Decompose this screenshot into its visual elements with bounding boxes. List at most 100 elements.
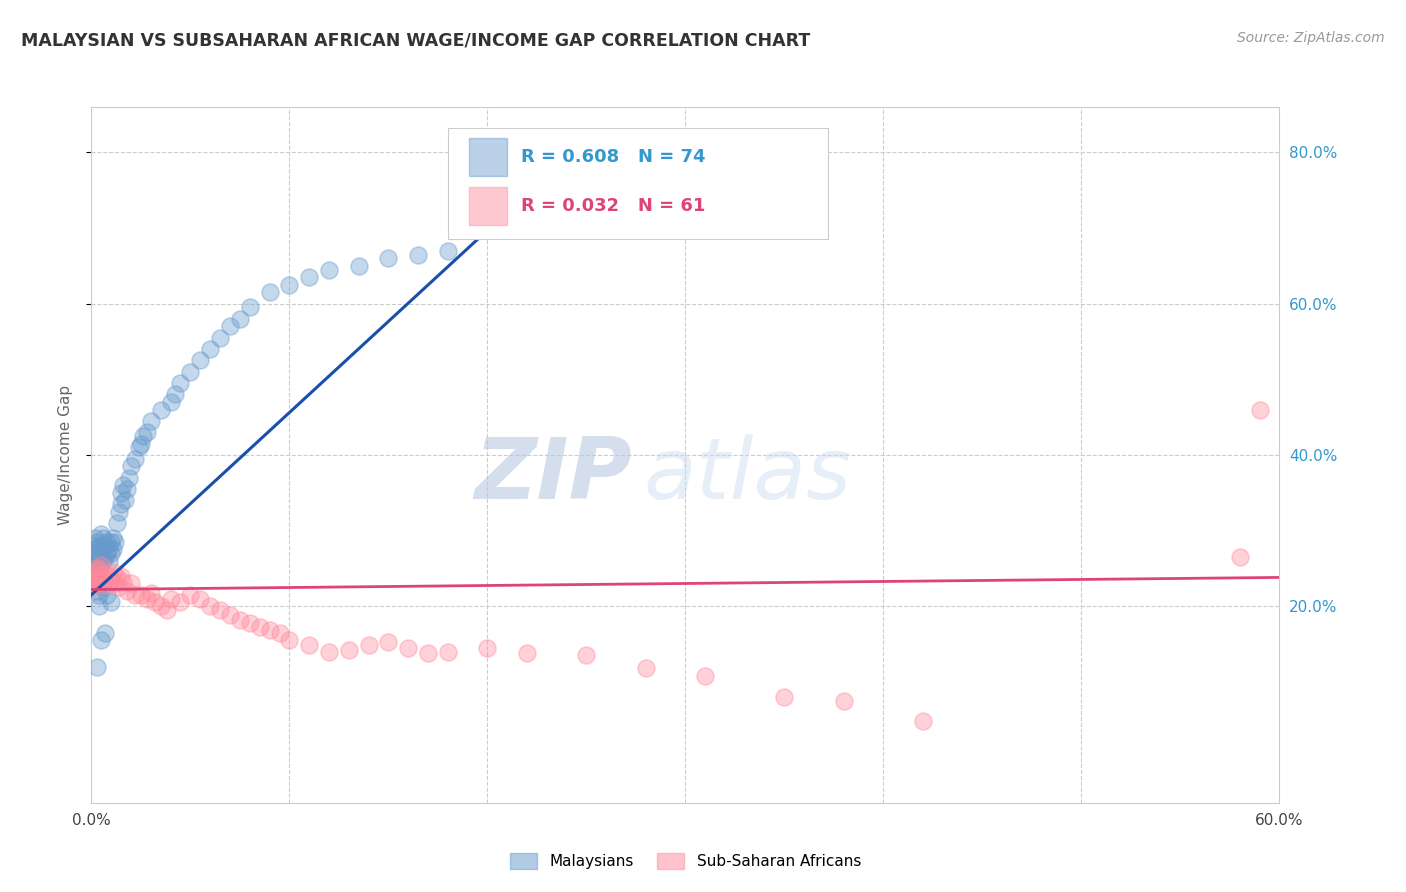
Point	[90, 633, 112, 648]
Point	[110, 485, 132, 500]
Point	[120, 459, 142, 474]
Point	[298, 639, 321, 653]
Point	[110, 497, 132, 511]
Point	[169, 595, 191, 609]
Point	[229, 311, 252, 326]
Point	[337, 643, 360, 657]
Point	[129, 588, 152, 602]
Point	[163, 387, 186, 401]
Point	[101, 565, 124, 579]
Point	[98, 542, 121, 557]
Point	[89, 574, 111, 589]
Point	[90, 542, 112, 557]
Point	[100, 595, 122, 609]
Point	[169, 376, 191, 390]
Point	[259, 624, 281, 638]
Point	[112, 478, 135, 492]
Point	[98, 554, 121, 568]
Point	[179, 365, 201, 379]
Point	[406, 247, 429, 261]
Point	[90, 558, 112, 572]
Point	[318, 644, 340, 658]
Point	[96, 546, 118, 560]
Point	[84, 558, 107, 572]
Point	[105, 516, 128, 530]
Point	[159, 591, 181, 606]
Point	[96, 578, 118, 592]
Point	[104, 576, 127, 591]
Point	[86, 561, 108, 575]
Point	[96, 534, 118, 549]
Point	[94, 625, 117, 640]
Point	[278, 633, 301, 648]
Point	[298, 270, 321, 285]
FancyBboxPatch shape	[447, 128, 828, 239]
Text: Source: ZipAtlas.com: Source: ZipAtlas.com	[1237, 31, 1385, 45]
Point	[436, 244, 458, 258]
Point	[89, 563, 111, 577]
Point	[84, 542, 107, 557]
Text: ZIP: ZIP	[474, 434, 631, 517]
Point	[135, 425, 157, 440]
Text: R = 0.032   N = 61: R = 0.032 N = 61	[522, 197, 706, 215]
Point	[82, 554, 104, 568]
Point	[377, 252, 399, 266]
Point	[1229, 549, 1251, 564]
Bar	[470, 186, 508, 225]
Point	[278, 277, 301, 292]
Point	[84, 576, 107, 591]
Point	[124, 588, 146, 602]
Point	[110, 569, 132, 583]
Point	[118, 470, 141, 484]
Point	[100, 573, 122, 587]
Point	[82, 569, 104, 583]
Point	[357, 639, 380, 653]
Point	[90, 570, 112, 584]
Point	[128, 441, 150, 455]
Point	[396, 640, 419, 655]
Point	[86, 659, 108, 673]
Point	[86, 534, 108, 549]
Point	[124, 451, 146, 466]
Point	[143, 595, 166, 609]
Point	[86, 546, 108, 560]
Point	[94, 539, 117, 553]
Point	[86, 573, 108, 587]
Point	[695, 669, 717, 683]
Point	[634, 661, 657, 675]
Point	[149, 402, 172, 417]
Point	[129, 436, 152, 450]
Point	[90, 527, 112, 541]
Point	[416, 646, 439, 660]
Point	[108, 505, 131, 519]
Point	[139, 414, 162, 428]
Point	[105, 570, 128, 584]
Point	[188, 591, 211, 606]
Point	[101, 542, 124, 557]
Point	[89, 561, 111, 575]
Point	[832, 694, 855, 708]
Point	[100, 534, 122, 549]
Point	[179, 588, 201, 602]
Point	[89, 539, 111, 553]
Point	[773, 690, 796, 704]
Point	[115, 584, 138, 599]
Point	[436, 644, 458, 658]
Point	[575, 648, 598, 663]
Point	[200, 342, 222, 356]
Point	[229, 613, 252, 627]
Point	[249, 620, 271, 634]
Point	[104, 534, 127, 549]
Point	[259, 285, 281, 300]
Point	[86, 558, 108, 572]
Point	[91, 531, 114, 545]
Point	[91, 554, 114, 568]
Point	[239, 301, 262, 315]
Point	[89, 549, 111, 564]
Point	[516, 646, 538, 660]
Point	[132, 429, 155, 443]
Point	[84, 565, 107, 579]
Point	[82, 546, 104, 560]
Point	[209, 603, 232, 617]
Point	[82, 539, 104, 553]
